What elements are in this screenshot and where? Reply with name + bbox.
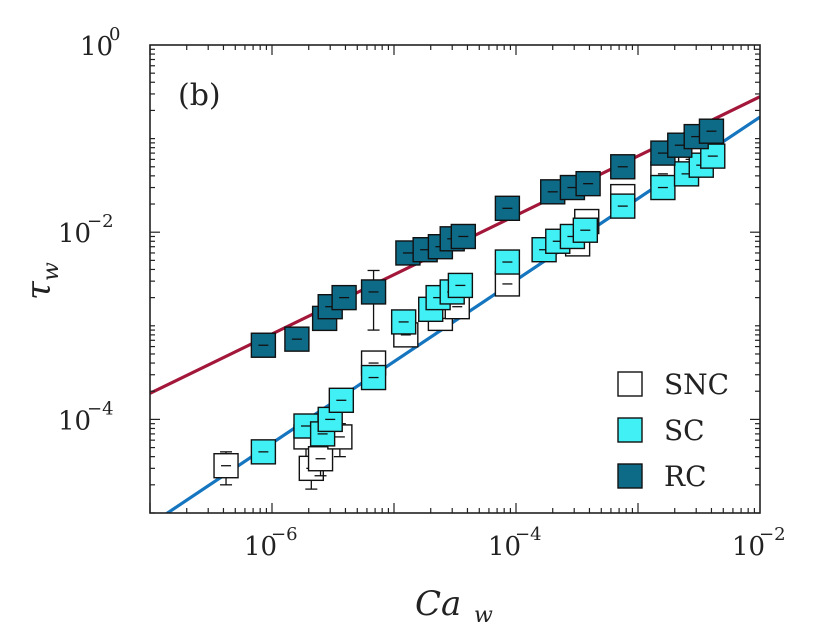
x-tick-label: 10 <box>732 532 765 562</box>
legend-swatch <box>617 463 643 489</box>
x-tick-label-exponent: −6 <box>271 524 298 545</box>
point-snc <box>307 443 334 477</box>
point-sc <box>447 272 474 299</box>
legend-swatch <box>617 371 643 397</box>
y-tick-label-exponent: −4 <box>87 398 114 419</box>
point-rc <box>284 326 310 352</box>
x-axis-label-main: Ca <box>415 584 461 624</box>
point-rc <box>698 118 725 144</box>
y-axis-label-main: τ <box>19 280 59 300</box>
legend-label: SNC <box>664 368 729 401</box>
point-rc <box>494 195 521 222</box>
point-rc <box>450 223 477 250</box>
point-snc <box>213 451 239 486</box>
point-rc <box>331 284 357 311</box>
point-snc <box>494 271 521 297</box>
point-sc <box>494 249 521 275</box>
legend: SNC SC RC <box>617 368 729 493</box>
axis-ticks <box>149 45 760 514</box>
point-rc <box>610 154 636 180</box>
point-sc <box>250 439 277 465</box>
legend-item-snc: SNC <box>617 368 729 401</box>
plot-frame <box>149 44 761 514</box>
y-tick-label: 10 <box>80 32 113 62</box>
legend-label: RC <box>664 460 707 493</box>
point-rc <box>575 170 601 197</box>
x-tick-label: 10 <box>488 532 521 562</box>
legend-label: SC <box>664 414 705 447</box>
point-sc <box>610 193 636 219</box>
y-tick-label: 10 <box>58 219 91 249</box>
panel-label: (b) <box>178 78 221 113</box>
point-sc <box>390 309 417 335</box>
point-rc <box>360 269 387 331</box>
point-sc <box>328 387 355 413</box>
x-axis-label: Ca w <box>415 584 493 628</box>
point-rc <box>250 332 277 358</box>
point-sc <box>572 217 599 243</box>
data-points <box>213 118 726 490</box>
y-tick-label: 10 <box>58 406 91 436</box>
legend-item-sc: SC <box>617 414 705 447</box>
y-tick-label-exponent: 0 <box>109 24 120 45</box>
x-tick-label: 10 <box>244 532 277 562</box>
point-sc <box>360 364 387 391</box>
y-axis-label-sub: w <box>39 262 64 281</box>
x-axis-label-sub: w <box>474 603 493 628</box>
legend-swatch <box>617 417 643 443</box>
point-sc <box>650 174 676 201</box>
x-tick-label-exponent: −2 <box>759 524 786 545</box>
marker-rc <box>575 170 601 197</box>
y-axis-label: τ w <box>19 262 64 300</box>
y-tick-label-exponent: −2 <box>87 211 114 232</box>
x-tick-label-exponent: −4 <box>515 524 542 545</box>
legend-item-rc: RC <box>617 460 707 493</box>
